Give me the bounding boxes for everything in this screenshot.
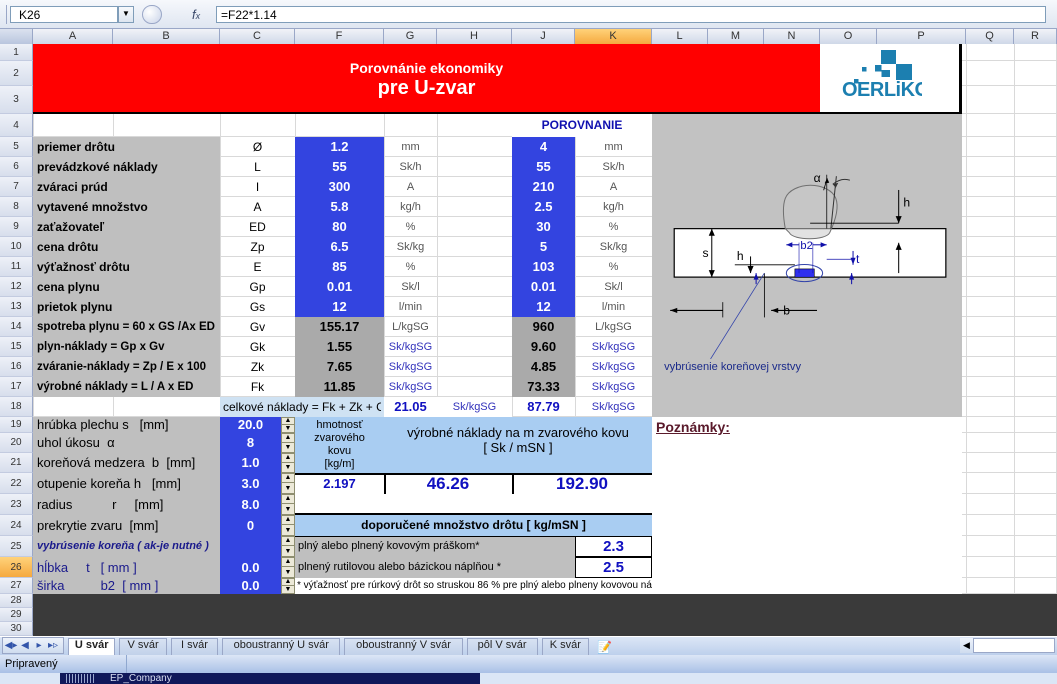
svg-text:OERLiKON: OERLiKON: [842, 79, 922, 98]
svg-text:b: b: [783, 303, 790, 317]
svg-text:h: h: [737, 249, 744, 263]
svg-text:b2: b2: [800, 240, 812, 252]
svg-text:α: α: [814, 171, 821, 185]
svg-text:s: s: [702, 246, 708, 260]
svg-text:vybrúsenie koreňovej vrstvy: vybrúsenie koreňovej vrstvy: [664, 361, 801, 373]
svg-text:h: h: [903, 195, 910, 209]
